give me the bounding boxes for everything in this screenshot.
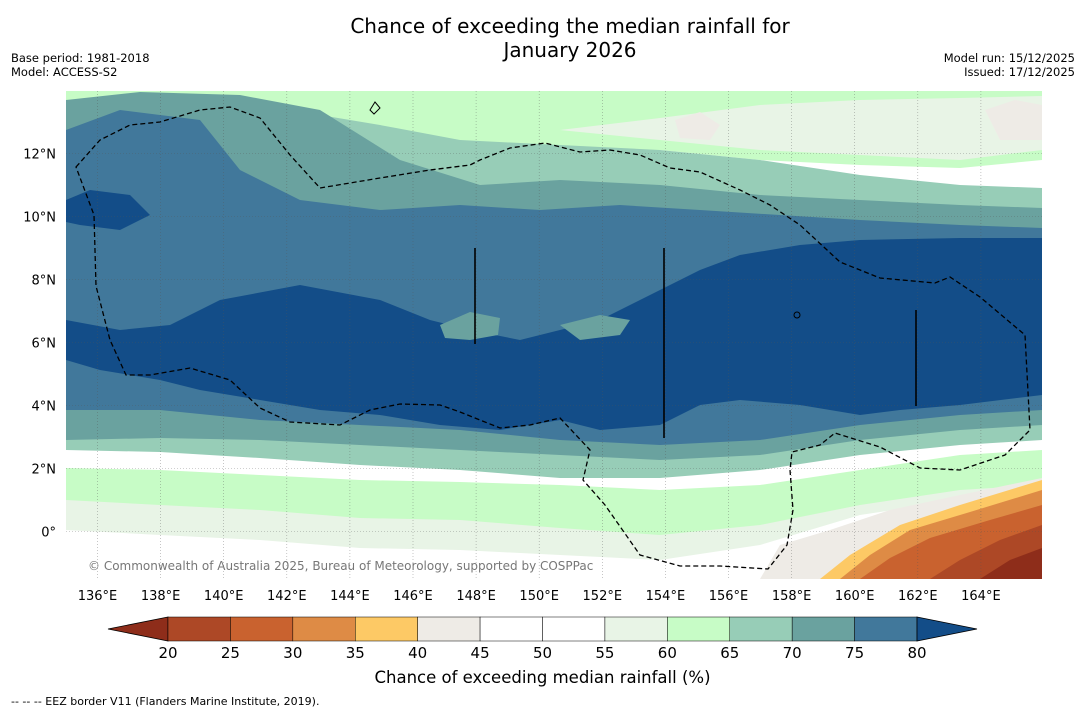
- lon-tick-label: 152°E: [583, 589, 623, 604]
- colorbar-segment: [355, 616, 418, 642]
- lon-tick-label: 156°E: [709, 589, 749, 604]
- colorbar-tick: 20: [158, 644, 177, 662]
- colorbar-segment: [417, 616, 481, 642]
- footnote-eez: -- -- -- EEZ border V11 (Flanders Marine…: [11, 695, 320, 708]
- lon-tick-label: 148°E: [456, 589, 496, 604]
- lon-tick-label: 142°E: [267, 589, 307, 604]
- colorbar-segment: [167, 616, 231, 642]
- colorbar-tick: 60: [658, 644, 677, 662]
- lat-tick-label: 12°N: [23, 148, 56, 163]
- lat-tick-label: 0°: [41, 526, 56, 541]
- colorbar-tick: 75: [845, 644, 864, 662]
- meta-right: Model run: 15/12/2025 Issued: 17/12/2025: [944, 51, 1075, 79]
- colorbar-tick-labels: 20 25 30 35 40 45 50 55 60 65 70 75 80: [158, 644, 926, 662]
- colorbar-extend-low: [107, 616, 169, 642]
- lon-tick-label: 162°E: [898, 589, 938, 604]
- colorbar-extend-high: [916, 616, 978, 642]
- colorbar-tick: 35: [346, 644, 365, 662]
- latitude-labels: 12°N 10°N 8°N 6°N 4°N 2°N 0°: [23, 148, 56, 541]
- dry-darkest: [980, 548, 1042, 579]
- lat-tick-label: 10°N: [23, 211, 56, 226]
- colorbar-segment: [230, 616, 294, 642]
- lon-tick-label: 160°E: [835, 589, 875, 604]
- issued-date: Issued: 17/12/2025: [964, 65, 1075, 79]
- colorbar-tick: 55: [595, 644, 614, 662]
- copyright-notice: © Commonwealth of Australia 2025, Bureau…: [88, 559, 593, 573]
- lon-tick-label: 138°E: [141, 589, 181, 604]
- colorbar: [107, 616, 978, 642]
- map-plot-area: © Commonwealth of Australia 2025, Bureau…: [66, 91, 1042, 579]
- island-north: [369, 101, 381, 115]
- lon-tick-label: 136°E: [78, 589, 118, 604]
- colorbar-segment: [791, 616, 855, 642]
- island-pohnpei: [793, 311, 801, 319]
- colorbar-tick: 30: [283, 644, 302, 662]
- longitude-labels: 136°E 138°E 140°E 142°E 144°E 146°E 148°E 150°E…: [78, 589, 1001, 604]
- lon-tick-label: 140°E: [204, 589, 244, 604]
- lat-tick-label: 2°N: [32, 463, 57, 478]
- gridlines: [66, 91, 1042, 579]
- colorbar-tick: 70: [783, 644, 802, 662]
- colorbar-tick: 25: [221, 644, 240, 662]
- lon-tick-label: 154°E: [646, 589, 686, 604]
- patch-beige-ne1: [675, 112, 720, 140]
- lat-tick-label: 6°N: [32, 337, 57, 352]
- meta-left: Base period: 1981-2018 Model: ACCESS-S2: [11, 51, 150, 79]
- title-line-1: Chance of exceeding the median rainfall …: [350, 14, 790, 38]
- chart-title: Chance of exceeding the median rainfall …: [270, 14, 870, 62]
- model-run: Model run: 15/12/2025: [943, 51, 1075, 65]
- lon-tick-label: 144°E: [330, 589, 370, 604]
- colorbar-segment: [667, 616, 730, 642]
- patch-dark-blue-west: [66, 190, 150, 230]
- lat-tick-label: 8°N: [32, 274, 57, 289]
- base-period: Base period: 1981-2018: [11, 51, 150, 65]
- eez-border: [75, 106, 1031, 570]
- colorbar-segment: [542, 616, 606, 642]
- lon-tick-label: 158°E: [772, 589, 812, 604]
- lon-tick-label: 164°E: [961, 589, 1001, 604]
- colorbar-tick: 40: [408, 644, 427, 662]
- colorbar-segment: [854, 616, 918, 642]
- colorbar-tick: 65: [720, 644, 739, 662]
- colorbar-segment: [729, 616, 793, 642]
- patch-teal-central2: [560, 315, 630, 340]
- colorbar-tick: 80: [907, 644, 926, 662]
- band-dark-blue: [66, 238, 1042, 430]
- lat-tick-label: 4°N: [32, 400, 57, 415]
- lon-tick-label: 146°E: [393, 589, 433, 604]
- lon-tick-label: 150°E: [519, 589, 559, 604]
- patch-teal-central: [440, 312, 500, 340]
- colorbar-label: Chance of exceeding median rainfall (%): [374, 668, 711, 687]
- colorbar-tick: 50: [533, 644, 552, 662]
- colorbar-tick: 45: [471, 644, 490, 662]
- colorbar-segment: [479, 616, 543, 642]
- title-line-2: January 2026: [503, 38, 637, 62]
- model-name: Model: ACCESS-S2: [11, 65, 118, 79]
- patch-beige-ne2: [985, 100, 1042, 140]
- colorbar-segment: [292, 616, 356, 642]
- colorbar-segment: [604, 616, 668, 642]
